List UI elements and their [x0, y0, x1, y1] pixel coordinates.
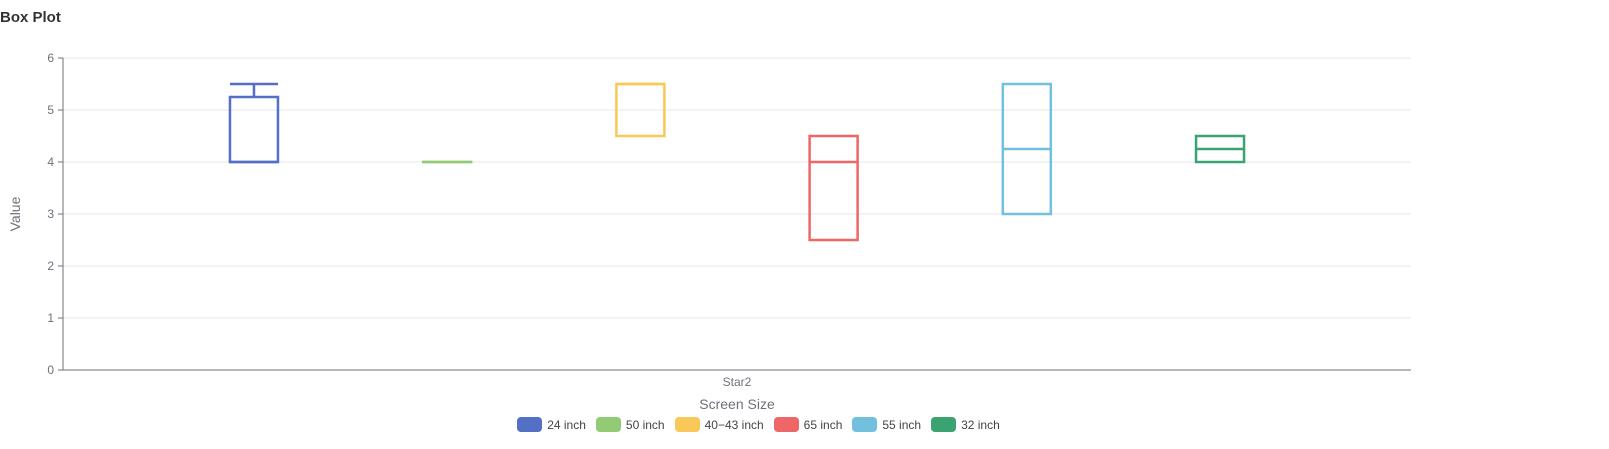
legend-swatch	[852, 417, 878, 432]
box-65-inch[interactable]	[808, 134, 859, 242]
box-40-43-inch[interactable]	[615, 82, 666, 138]
legend: 24 inch 50 inch 40−43 inch 65 inch 55 inch 32…	[0, 417, 1517, 432]
box-iqr	[808, 134, 859, 242]
legend-item[interactable]: 40−43 inch	[674, 417, 764, 432]
y-tick-label: 6	[47, 51, 54, 65]
legend-label: 32 inch	[961, 417, 1000, 432]
legend-item[interactable]: 24 inch	[517, 417, 586, 432]
x-axis: Star2	[63, 369, 1411, 389]
y-tick-label: 4	[47, 155, 54, 169]
box-32-inch[interactable]	[1194, 134, 1246, 164]
box-iqr	[228, 95, 280, 164]
x-axis-title: Screen Size	[699, 396, 775, 412]
grid-lines	[63, 57, 1411, 319]
y-tick-label: 1	[47, 311, 54, 325]
y-axis-title: Value	[7, 196, 23, 231]
chart-title: Box Plot	[0, 9, 61, 26]
legend-label: 50 inch	[625, 417, 665, 432]
legend-item[interactable]: 32 inch	[931, 417, 1000, 432]
box-series	[228, 82, 1246, 242]
legend-swatch	[595, 417, 621, 432]
legend-label: 65 inch	[803, 417, 843, 432]
y-tick-label: 3	[47, 207, 54, 221]
box-55-inch[interactable]	[1001, 82, 1053, 216]
legend-item[interactable]: 55 inch	[852, 417, 921, 432]
x-tick-label: Star2	[723, 375, 752, 389]
legend-label: 55 inch	[882, 417, 922, 432]
legend-swatch	[931, 417, 957, 432]
legend-item[interactable]: 65 inch	[773, 417, 843, 432]
legend-label: 24 inch	[547, 417, 586, 432]
legend-item[interactable]: 50 inch	[595, 417, 665, 432]
y-tick-label: 0	[47, 363, 54, 377]
legend-swatch	[517, 417, 543, 432]
legend-swatch	[674, 417, 700, 432]
y-tick-label: 2	[47, 259, 54, 273]
y-tick-label: 5	[47, 103, 54, 117]
legend-label: 40−43 inch	[704, 417, 764, 432]
legend-swatch	[773, 417, 799, 432]
box-24-inch[interactable]	[228, 82, 280, 164]
y-axis: 0 1 2 3 4 5 6	[47, 51, 64, 377]
